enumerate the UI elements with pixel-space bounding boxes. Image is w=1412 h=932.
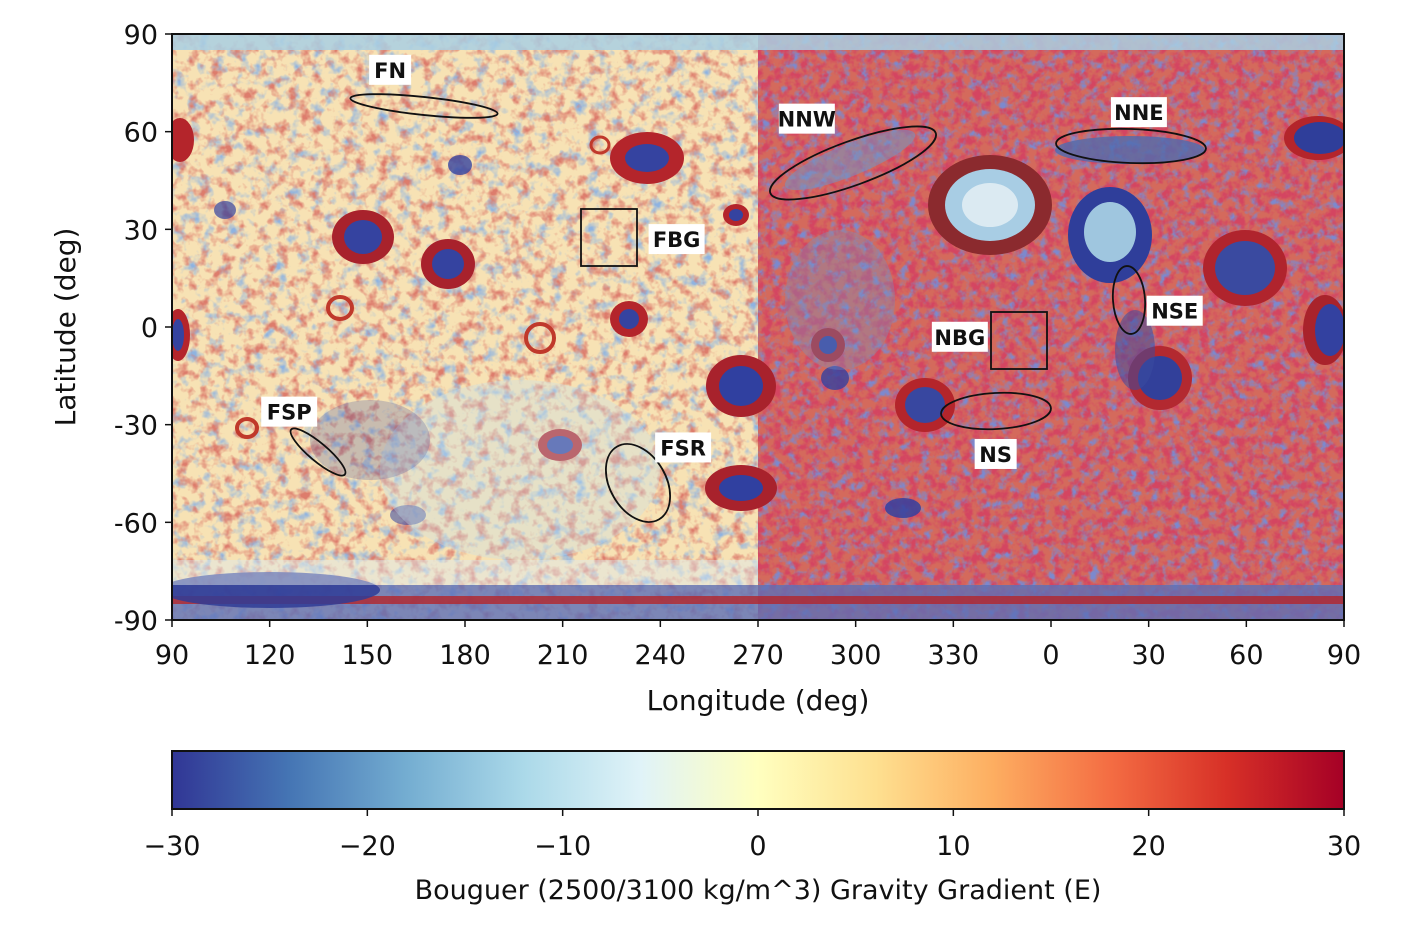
- y-tick-label: -60: [114, 508, 158, 539]
- colorbar-tick-label: −10: [534, 831, 591, 862]
- x-tick-label: 270: [732, 640, 784, 671]
- gravity-gradient-map: [172, 34, 1344, 620]
- x-tick-label: 240: [635, 640, 687, 671]
- colorbar-gradient: [171, 750, 1345, 810]
- region-label-box: [261, 396, 318, 427]
- region-label-fsr: FSR: [660, 436, 706, 460]
- region-label-fn: FN: [374, 59, 406, 83]
- colorbar-tick-label: 0: [749, 831, 766, 862]
- x-axis-title: Longitude (deg): [647, 684, 870, 717]
- x-tick-label: 60: [1229, 640, 1263, 671]
- x-tick-label: 0: [1042, 640, 1059, 671]
- region-label-ns: NS: [979, 443, 1012, 467]
- x-axis: 90 120 150 180 210 240 270 300 330 0 30 60 90: [155, 620, 1361, 671]
- y-tick-label: -30: [114, 411, 158, 442]
- region-label-fsp: FSP: [267, 401, 312, 425]
- region-outline-fsr: [605, 443, 671, 523]
- region-label-box: [1110, 97, 1167, 128]
- region-label-box: [974, 438, 1017, 469]
- colorbar-tick-label: 10: [936, 831, 970, 862]
- x-tick-label: 90: [1327, 640, 1361, 671]
- region-label-box: [648, 224, 705, 255]
- colorbar-tick-label: 20: [1131, 831, 1165, 862]
- region-label-box: [655, 432, 712, 463]
- region-label-box: [778, 103, 835, 134]
- region-box-fbg: [580, 208, 638, 267]
- farside-basins: [172, 118, 777, 560]
- region-label-nse: NSE: [1151, 300, 1198, 324]
- colorbar-tick-label: −30: [144, 831, 201, 862]
- region-outline-fsp: [289, 427, 347, 477]
- region-label-fbg: FBG: [653, 228, 701, 252]
- region-label-box: [369, 54, 412, 85]
- x-tick-label: 30: [1131, 640, 1165, 671]
- colorbar-ticks: −30 −20 −10 0 10 20 30: [144, 809, 1361, 862]
- y-axis-title: Latitude (deg): [49, 228, 82, 427]
- region-label-box: [931, 321, 988, 352]
- region-outline-nne: [1055, 127, 1207, 165]
- region-outline-nse: [1111, 265, 1147, 335]
- y-tick-label: 30: [124, 215, 158, 246]
- y-tick-label: 60: [124, 118, 158, 149]
- y-tick-label: 90: [124, 20, 158, 51]
- x-tick-label: 150: [342, 640, 394, 671]
- region-label-nbg: NBG: [934, 326, 985, 350]
- x-tick-label: 300: [830, 640, 882, 671]
- x-tick-label: 180: [439, 640, 491, 671]
- region-labels: FN FBG FSP FSR NNW NNE NBG NSE NS: [261, 54, 1203, 469]
- region-outlines: [289, 93, 1207, 523]
- region-box-nbg: [990, 311, 1048, 370]
- colorbar-title: Bouguer (2500/3100 kg/m^3) Gravity Gradi…: [415, 875, 1102, 906]
- x-tick-label: 120: [244, 640, 296, 671]
- region-label-box: [1146, 295, 1203, 326]
- colorbar-tick-label: 30: [1327, 831, 1361, 862]
- region-outline-ns: [940, 391, 1052, 431]
- x-tick-label: 210: [537, 640, 589, 671]
- colorbar-tick-label: −20: [339, 831, 396, 862]
- region-label-nne: NNE: [1114, 101, 1164, 125]
- y-axis: 90 60 30 0 -30 -60 -90: [114, 20, 172, 637]
- x-tick-label: 330: [928, 640, 980, 671]
- y-tick-label: -90: [114, 606, 158, 637]
- nearside-basins: [784, 116, 1344, 518]
- region-label-nnw: NNW: [778, 108, 836, 132]
- colorbar: −30 −20 −10 0 10 20 30 Bouguer (2500/3100 kg/m…: [144, 750, 1361, 906]
- x-tick-label: 90: [155, 640, 189, 671]
- y-tick-label: 0: [141, 313, 158, 344]
- region-outline-fn: [349, 93, 499, 119]
- region-outline-nnw: [769, 125, 937, 201]
